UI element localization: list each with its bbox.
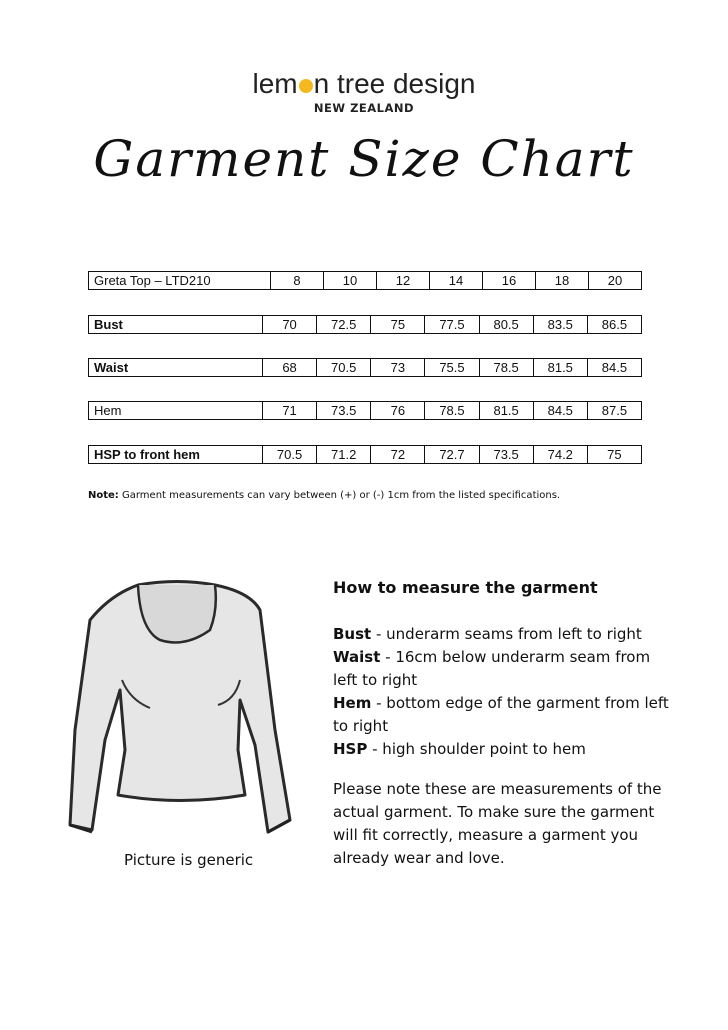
measurement-cell: 78.5 xyxy=(425,402,480,419)
measurement-cell: 70 xyxy=(263,316,318,333)
measurement-cell: 75.5 xyxy=(425,359,480,376)
brand-name-part: n tree design xyxy=(313,68,476,99)
measure-instructions: How to measure the garment Bust - undera… xyxy=(333,577,673,870)
garment-illustration xyxy=(68,580,292,834)
brand-logo: lem n tree design xyxy=(0,68,728,100)
desc: - bottom edge of the garment from left t… xyxy=(333,694,669,735)
desc: - 16cm below underarm seam from left to … xyxy=(333,648,651,689)
measurement-cell: 73.5 xyxy=(317,402,372,419)
size-cell: 20 xyxy=(607,273,623,288)
size-cell: 12 xyxy=(377,272,430,289)
brand-subtitle: NEW ZEALAND xyxy=(313,101,415,115)
measurement-label: HSP to front hem xyxy=(89,446,263,463)
measurement-cell: 72.7 xyxy=(425,446,480,463)
measurement-cell: 75 xyxy=(607,447,622,462)
lemon-dot-icon xyxy=(298,79,313,93)
desc: - underarm seams from left to right xyxy=(371,625,642,643)
instructions-heading: How to measure the garment xyxy=(333,578,598,597)
instruction-waist: Waist - 16cm below underarm seam from le… xyxy=(333,646,673,692)
measurement-cell: 86.5 xyxy=(601,317,628,332)
note: Note: Garment measurements can vary betw… xyxy=(88,490,560,501)
measurement-cell: 72.5 xyxy=(317,316,372,333)
page-title: Garment Size Chart xyxy=(93,130,635,188)
measurement-cell: 77.5 xyxy=(425,316,480,333)
note-label: Note: xyxy=(88,490,119,501)
term: HSP xyxy=(333,740,368,758)
fit-note: Please note these are measurements of th… xyxy=(333,780,662,867)
measurement-cell: 71.2 xyxy=(317,446,372,463)
measurement-row: HSP to front hem 70.5 71.2 72 72.7 73.5 74.2 75 xyxy=(88,445,642,464)
measurement-cell: 76 xyxy=(371,402,426,419)
measurement-cell: 84.5 xyxy=(534,402,588,419)
instruction-bust: Bust - underarm seams from left to right xyxy=(333,623,673,646)
measurement-cell: 75 xyxy=(371,316,426,333)
size-cell: 14 xyxy=(430,272,483,289)
measurement-cell: 84.5 xyxy=(601,360,628,375)
measurement-cell: 73 xyxy=(371,359,426,376)
note-text: Garment measurements can vary between (+… xyxy=(118,490,561,501)
measurement-cell: 72 xyxy=(371,446,426,463)
measurement-cell: 71 xyxy=(263,402,318,419)
desc: - high shoulder point to hem xyxy=(367,740,586,758)
size-cell: 18 xyxy=(536,272,589,289)
measurement-row: Bust 70 72.5 75 77.5 80.5 83.5 86.5 xyxy=(88,315,642,334)
image-caption: Picture is generic xyxy=(124,851,254,869)
size-cell: 10 xyxy=(324,272,377,289)
measurement-cell: 87.5 xyxy=(601,403,628,418)
measurement-cell: 81.5 xyxy=(480,402,534,419)
measurement-cell: 70.5 xyxy=(317,359,372,376)
measurement-cell: 73.5 xyxy=(480,446,534,463)
measurement-cell: 81.5 xyxy=(534,359,588,376)
term: Bust xyxy=(333,625,372,643)
size-cell: 8 xyxy=(271,272,324,289)
measurement-row: Waist 68 70.5 73 75.5 78.5 81.5 84.5 xyxy=(88,358,642,377)
term: Hem xyxy=(333,694,372,712)
brand-name-part: lem xyxy=(252,68,298,99)
measurement-label: Hem xyxy=(89,402,263,419)
measurement-cell: 68 xyxy=(263,359,318,376)
instruction-hsp: HSP - high shoulder point to hem xyxy=(333,738,673,761)
term: Waist xyxy=(333,648,381,666)
measurement-row: Hem 71 73.5 76 78.5 81.5 84.5 87.5 xyxy=(88,401,642,420)
size-header-row: Greta Top – LTD210 8 10 12 14 16 18 20 xyxy=(88,271,642,290)
instruction-hem: Hem - bottom edge of the garment from le… xyxy=(333,692,673,738)
measurement-cell: 78.5 xyxy=(480,359,534,376)
product-name: Greta Top – LTD210 xyxy=(89,272,271,289)
size-cell: 16 xyxy=(483,272,536,289)
measurement-label: Waist xyxy=(89,359,263,376)
measurement-cell: 70.5 xyxy=(263,446,318,463)
measurement-cell: 74.2 xyxy=(534,446,588,463)
measurement-label: Bust xyxy=(89,316,263,333)
measurement-cell: 83.5 xyxy=(534,316,588,333)
measurement-cell: 80.5 xyxy=(480,316,534,333)
